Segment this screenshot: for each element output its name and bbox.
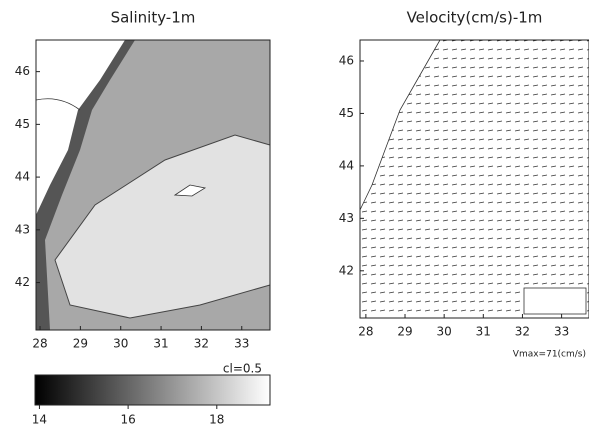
frame — [35, 39, 271, 331]
y-tick-label: 43 — [339, 211, 354, 225]
y-tick-label: 45 — [15, 117, 30, 131]
y-tick-label: 42 — [15, 275, 30, 289]
panel-title: Velocity(cm/s)-1m — [407, 9, 543, 27]
colorbar-tick-label: 14 — [32, 413, 47, 427]
x-tick-label: 29 — [73, 337, 88, 351]
x-tick-label: 28 — [32, 337, 47, 351]
y-tick-label: 46 — [15, 64, 30, 78]
y-tick-label: 42 — [339, 263, 354, 277]
colorbar — [34, 374, 271, 406]
x-tick-label: 29 — [397, 325, 412, 339]
panel-title: Salinity-1m — [111, 9, 196, 27]
x-tick-label: 33 — [554, 325, 569, 339]
y-tick-label: 44 — [15, 170, 30, 184]
x-tick-label: 30 — [437, 325, 452, 339]
velocity-map — [359, 39, 589, 318]
colorbar-tick-label: 18 — [209, 413, 224, 427]
x-tick-label: 33 — [234, 337, 249, 351]
x-tick-label: 28 — [358, 325, 373, 339]
scale-box — [523, 287, 587, 315]
x-tick-label: 30 — [113, 337, 128, 351]
y-tick-label: 43 — [15, 222, 30, 236]
x-tick-label: 32 — [194, 337, 209, 351]
y-tick-label: 45 — [339, 106, 354, 120]
frame — [359, 39, 589, 319]
panel-note: cl=0.5 — [223, 362, 262, 376]
y-tick-label: 46 — [339, 53, 354, 67]
salinity-map — [35, 40, 271, 330]
colorbar-tick-label: 16 — [120, 413, 135, 427]
x-tick-label: 32 — [515, 325, 530, 339]
x-tick-label: 31 — [153, 337, 168, 351]
y-tick-label: 44 — [339, 158, 354, 172]
panel-note: Vmax=71(cm/s) — [513, 350, 586, 360]
x-tick-label: 31 — [476, 325, 491, 339]
